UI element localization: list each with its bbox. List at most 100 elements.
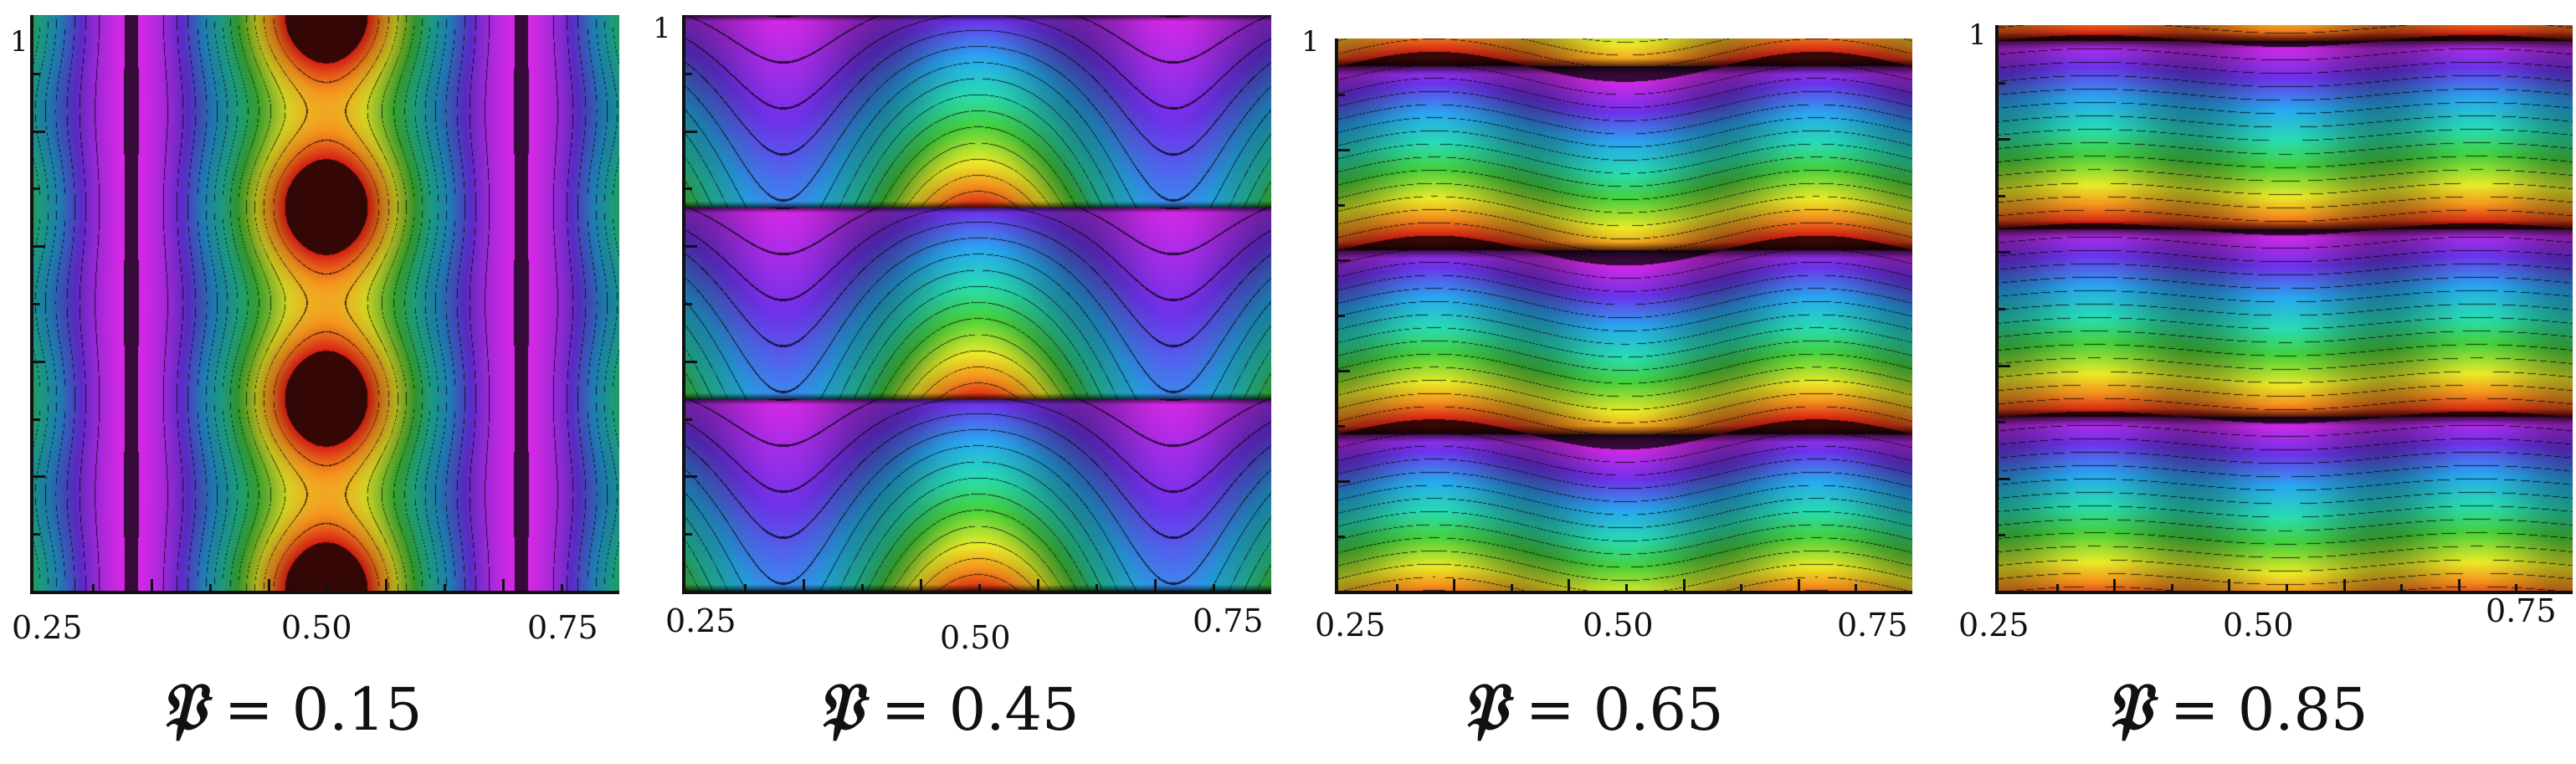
x-tick-mark — [803, 579, 805, 591]
x-tick-mark — [92, 584, 95, 591]
x-tick-mark — [1037, 579, 1039, 591]
y-tick-mark — [685, 131, 697, 133]
x-tick-mark — [1683, 579, 1686, 591]
y-tick-mark — [1999, 365, 2010, 367]
panel-caption: 𝔓 = 0.15 — [159, 669, 423, 746]
ytick-label-1: 1 — [1301, 25, 1320, 59]
y-tick-mark — [685, 418, 692, 421]
x-tick-mark — [861, 584, 864, 591]
y-tick-mark — [1999, 421, 2005, 423]
x-tick-mark — [2400, 584, 2403, 591]
y-tick-mark — [33, 245, 45, 248]
x-tick-mark — [502, 579, 505, 591]
y-tick-mark — [1338, 204, 1345, 207]
panel-p045: 1 0.25 0.50 0.75 𝔓 = 0.45 — [649, 0, 1285, 764]
x-tick-mark — [268, 579, 270, 591]
x-tick-mark — [1568, 579, 1570, 591]
x-tick-mark — [2343, 579, 2346, 591]
panel-p015: 1 0.25 0.50 0.75 𝔓 = 0.15 — [0, 0, 636, 764]
heatmap-canvas — [685, 15, 1271, 591]
heatmap-canvas — [1338, 38, 1912, 591]
y-tick-mark — [1338, 370, 1350, 372]
xtick-label-050: 0.50 — [940, 619, 1011, 656]
y-tick-mark — [33, 361, 45, 363]
heatmap-canvas — [1999, 25, 2573, 591]
x-tick-mark — [326, 584, 329, 591]
heatmap-plot — [30, 15, 619, 594]
y-tick-mark — [33, 131, 45, 133]
x-tick-mark — [1625, 584, 1628, 591]
y-tick-mark — [685, 475, 697, 478]
ytick-label-1: 1 — [10, 25, 28, 59]
panel-caption: 𝔓 = 0.65 — [1460, 669, 1724, 746]
y-tick-mark — [1338, 94, 1345, 96]
y-tick-mark — [1999, 195, 2005, 197]
caption-value: 0.45 — [948, 675, 1080, 744]
y-tick-mark — [1338, 480, 1350, 483]
xtick-label-050: 0.50 — [1583, 607, 1654, 644]
heatmap-plot — [1995, 25, 2573, 594]
y-tick-mark — [33, 73, 40, 75]
y-tick-mark — [33, 187, 40, 190]
xtick-label-075: 0.75 — [2486, 592, 2557, 629]
caption-equals: = — [1525, 675, 1575, 744]
y-tick-mark — [33, 418, 40, 421]
x-tick-mark — [2113, 579, 2116, 591]
x-tick-mark — [920, 579, 922, 591]
y-tick-mark — [685, 73, 692, 75]
panel-p065: 1 0.25 0.50 0.75 𝔓 = 0.65 — [1301, 0, 1937, 764]
caption-symbol: 𝔓 — [2105, 669, 2152, 746]
xtick-label-075: 0.75 — [1837, 607, 1908, 644]
xtick-label-075: 0.75 — [527, 609, 598, 646]
xtick-label-075: 0.75 — [1193, 602, 1264, 639]
y-tick-mark — [1999, 478, 2010, 480]
caption-equals: = — [223, 675, 274, 744]
x-tick-mark — [2056, 584, 2059, 591]
y-tick-mark — [1999, 251, 2010, 254]
y-tick-mark — [1999, 82, 2005, 85]
y-tick-mark — [1338, 536, 1345, 538]
y-tick-mark — [1338, 425, 1345, 428]
y-tick-mark — [1338, 259, 1350, 262]
x-tick-mark — [444, 584, 446, 591]
panel-caption: 𝔓 = 0.85 — [2105, 669, 2368, 746]
x-tick-mark — [978, 584, 981, 591]
xtick-label-050: 0.50 — [281, 609, 352, 646]
heatmap-plot — [1335, 38, 1912, 594]
xtick-label-025: 0.25 — [1958, 607, 2029, 644]
x-tick-mark — [209, 584, 212, 591]
y-tick-mark — [685, 533, 692, 536]
xtick-label-050: 0.50 — [2223, 607, 2294, 644]
caption-value: 0.85 — [2237, 675, 2368, 744]
x-tick-mark — [1855, 584, 1857, 591]
x-tick-mark — [1096, 584, 1098, 591]
ytick-label-1: 1 — [653, 12, 671, 45]
x-tick-mark — [1798, 579, 1800, 591]
caption-value: 0.65 — [1593, 675, 1724, 744]
caption-symbol: 𝔓 — [816, 669, 863, 746]
xtick-label-025: 0.25 — [12, 609, 83, 646]
y-tick-mark — [1338, 315, 1345, 317]
x-tick-mark — [385, 579, 387, 591]
y-tick-mark — [685, 187, 692, 190]
y-tick-mark — [685, 245, 697, 248]
panel-p085: 1 0.25 0.50 0.75 𝔓 = 0.85 — [1950, 0, 2576, 764]
x-tick-mark — [1213, 584, 1215, 591]
ytick-label-1: 1 — [1968, 18, 1987, 52]
y-tick-mark — [33, 533, 40, 536]
y-tick-mark — [33, 475, 45, 478]
x-tick-mark — [1396, 584, 1398, 591]
x-tick-mark — [1154, 579, 1157, 591]
y-tick-mark — [685, 303, 692, 305]
heatmap-plot — [682, 15, 1271, 594]
heatmap-canvas — [33, 15, 619, 591]
y-tick-mark — [1338, 149, 1350, 151]
y-tick-mark — [1999, 308, 2005, 310]
y-tick-mark — [33, 303, 40, 305]
x-tick-mark — [2458, 579, 2461, 591]
caption-equals: = — [2169, 675, 2219, 744]
panel-caption: 𝔓 = 0.45 — [816, 669, 1080, 746]
x-tick-mark — [2171, 584, 2173, 591]
caption-symbol: 𝔓 — [159, 669, 206, 746]
x-tick-mark — [561, 584, 563, 591]
